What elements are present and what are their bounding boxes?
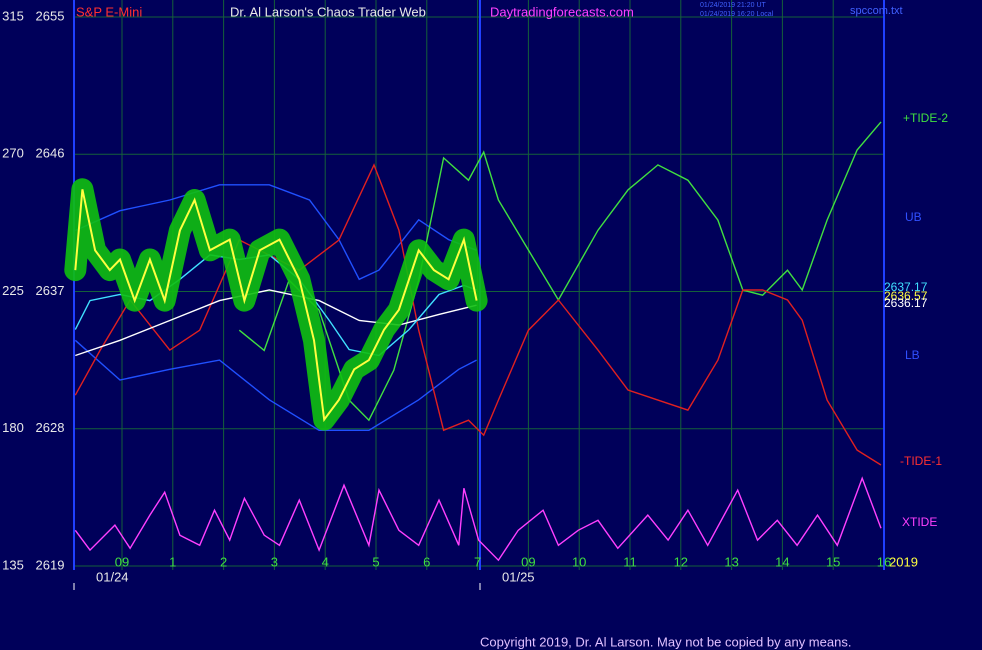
right-label: +TIDE-2: [903, 111, 948, 125]
x-tick-label: 3: [271, 554, 278, 569]
right-label: UB: [905, 210, 922, 224]
x-tick-label: 09: [115, 554, 129, 569]
y-tick-label: 2646: [36, 146, 65, 161]
timestamp: 01/24/2019 16:20 Local: [700, 11, 774, 18]
series-line: [74, 339, 477, 431]
copyright: Copyright 2019, Dr. Al Larson. May not b…: [480, 634, 851, 649]
timestamp: 01/24/2019 21:20 UT: [700, 2, 766, 9]
series-line: [74, 189, 478, 423]
x-tick-label: 7: [474, 554, 481, 569]
right-label: 2636.57: [884, 289, 928, 303]
website: Daytradingforecasts.com: [490, 4, 634, 19]
y2-tick-label: 315: [2, 8, 24, 23]
y2-tick-label: 180: [2, 420, 24, 435]
y-tick-label: 2637: [36, 283, 65, 298]
series-line: [238, 121, 882, 422]
x-tick-label: 09: [521, 554, 535, 569]
x-tick-label: 15: [826, 554, 840, 569]
right-label: 2636.17: [884, 296, 928, 310]
x-tick-label: 2: [220, 554, 227, 569]
x-tick-label: 4: [322, 554, 329, 569]
date-label: 01/25: [502, 569, 535, 584]
x-tick-label: 14: [775, 554, 789, 569]
x-tick-label: 11: [623, 554, 637, 569]
right-label: -TIDE-1: [900, 454, 942, 468]
x-tick-label: 12: [674, 554, 688, 569]
y-tick-label: 2628: [36, 420, 65, 435]
y2-tick-label: 270: [2, 146, 24, 161]
x-tick-label: 10: [572, 554, 586, 569]
symbol: S&P E-Mini: [76, 4, 142, 19]
x-tick-label: 5: [372, 554, 379, 569]
right-label: 2637.17: [884, 280, 928, 294]
x-tick-label: 16: [877, 554, 891, 569]
y2-tick-label: 225: [2, 283, 24, 298]
right-label: LB: [905, 348, 920, 362]
y2-tick-label: 135: [2, 557, 24, 572]
x-tick-label: 6: [423, 554, 430, 569]
date-label: 01/24: [96, 569, 129, 584]
x-tick-label: 1: [169, 554, 176, 569]
y-tick-label: 2655: [36, 8, 65, 23]
series-line: [75, 184, 477, 281]
x-tick-label: 13: [724, 554, 738, 569]
year: 2019: [889, 554, 918, 569]
right-label: XTIDE: [902, 515, 937, 529]
grid: [75, 0, 884, 570]
y-tick-label: 2619: [36, 557, 65, 572]
title: Dr. Al Larson's Chaos Trader Web: [230, 4, 426, 19]
file-name: spccom.txt: [850, 5, 903, 17]
series-line: [74, 476, 882, 562]
